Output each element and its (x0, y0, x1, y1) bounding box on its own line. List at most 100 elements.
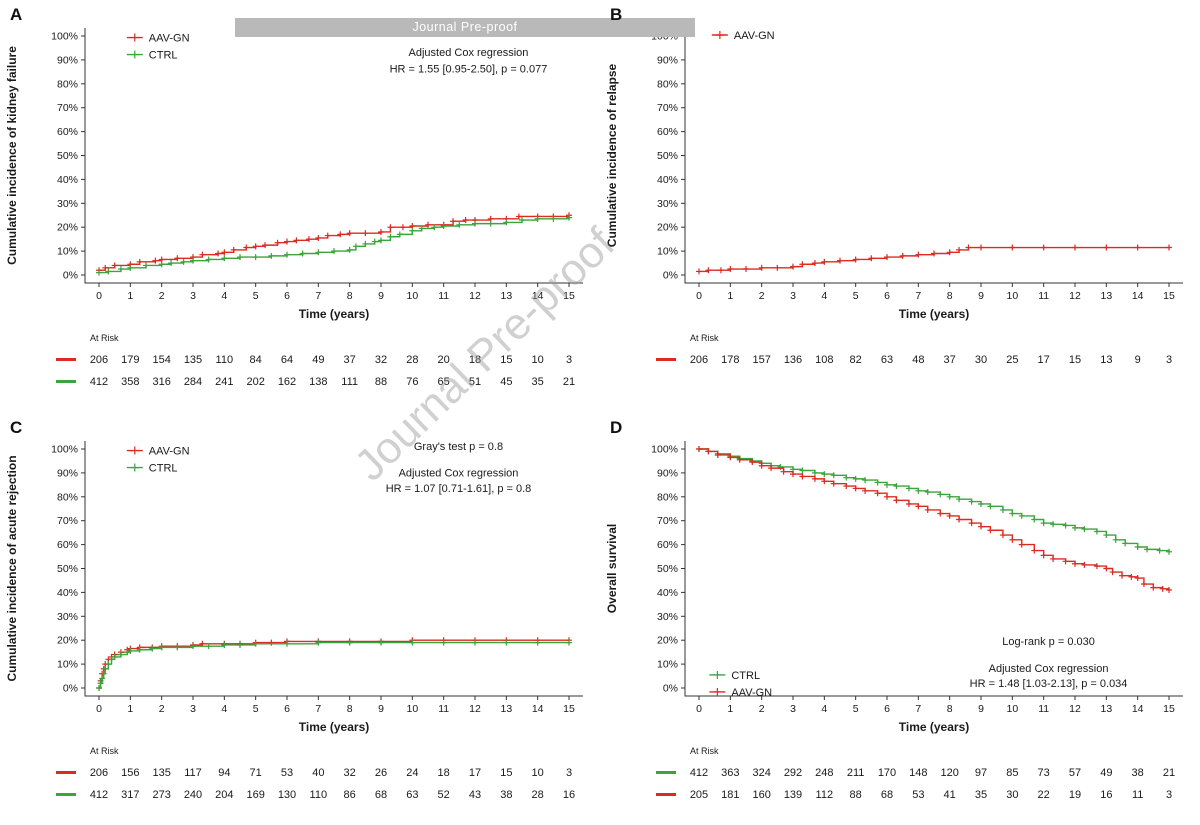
svg-text:100%: 100% (651, 444, 678, 456)
svg-text:20%: 20% (657, 635, 678, 647)
svg-text:11: 11 (438, 290, 449, 302)
svg-text:162: 162 (278, 376, 296, 388)
svg-text:Adjusted Cox regression: Adjusted Cox regression (989, 663, 1109, 675)
svg-text:10%: 10% (57, 659, 78, 671)
svg-text:18: 18 (438, 767, 450, 779)
svg-text:50%: 50% (657, 150, 678, 162)
svg-text:21: 21 (1163, 767, 1175, 779)
svg-text:50%: 50% (57, 150, 78, 162)
svg-text:88: 88 (375, 376, 387, 388)
svg-text:71: 71 (250, 767, 262, 779)
svg-text:6: 6 (884, 290, 890, 302)
svg-text:358: 358 (121, 376, 139, 388)
svg-text:41: 41 (944, 789, 956, 801)
svg-text:11: 11 (1038, 703, 1049, 715)
svg-text:100%: 100% (51, 31, 78, 43)
svg-text:412: 412 (90, 789, 108, 801)
svg-text:45: 45 (500, 376, 512, 388)
svg-text:4: 4 (221, 703, 227, 715)
svg-text:40%: 40% (657, 587, 678, 599)
svg-text:18: 18 (469, 354, 481, 366)
svg-text:12: 12 (469, 703, 481, 715)
acute-rejection-chart: 0%10%20%30%40%50%60%70%80%90%100%0 1 2 3 4 5 6… (5, 441, 583, 801)
panel-b: 0%10%20%30%40%50%60%70%80%90%100%0123456… (600, 0, 1200, 412)
svg-text:110: 110 (310, 789, 328, 801)
svg-text:53: 53 (912, 789, 924, 801)
svg-text:60%: 60% (57, 539, 78, 551)
svg-text:5: 5 (253, 290, 259, 302)
svg-text:Time (years): Time (years) (299, 307, 369, 321)
svg-text:40%: 40% (57, 174, 78, 186)
svg-text:90%: 90% (657, 467, 678, 479)
svg-text:65: 65 (438, 376, 450, 388)
svg-text:19: 19 (1069, 789, 1081, 801)
svg-text:Adjusted Cox regression: Adjusted Cox regression (409, 47, 529, 59)
svg-text:156: 156 (121, 767, 139, 779)
svg-text:412: 412 (690, 767, 708, 779)
svg-text:CTRL: CTRL (149, 50, 178, 62)
svg-text:211: 211 (847, 767, 865, 779)
svg-text:80%: 80% (657, 78, 678, 90)
svg-text:30: 30 (975, 354, 987, 366)
svg-text:6: 6 (284, 290, 290, 302)
svg-text:63: 63 (406, 789, 418, 801)
svg-text:97: 97 (975, 767, 987, 779)
svg-text:70%: 70% (657, 102, 678, 114)
svg-text:3: 3 (790, 703, 796, 715)
svg-text:Cumulative incidence of relaps: Cumulative incidence of relapse (605, 63, 619, 247)
svg-text:3: 3 (566, 767, 572, 779)
svg-text:13: 13 (500, 703, 512, 715)
svg-text:15: 15 (1069, 354, 1081, 366)
svg-text:3: 3 (566, 354, 572, 366)
svg-text:60%: 60% (657, 539, 678, 551)
svg-text:AAV-GN: AAV-GN (734, 30, 775, 42)
svg-text:40%: 40% (57, 587, 78, 599)
svg-text:At Risk: At Risk (690, 746, 719, 756)
svg-text:90%: 90% (57, 54, 78, 66)
svg-text:Cumulative incidence of kidney: Cumulative incidence of kidney failure (5, 46, 19, 265)
svg-text:AAV-GN: AAV-GN (149, 33, 190, 45)
svg-text:40: 40 (312, 767, 324, 779)
svg-text:28: 28 (532, 789, 544, 801)
svg-text:Log-rank p = 0.030: Log-rank p = 0.030 (1002, 636, 1095, 648)
svg-text:68: 68 (881, 789, 893, 801)
svg-text:14: 14 (532, 703, 544, 715)
svg-text:50%: 50% (657, 563, 678, 575)
svg-text:1: 1 (127, 703, 133, 715)
svg-text:51: 51 (469, 376, 481, 388)
svg-text:412: 412 (90, 376, 108, 388)
svg-text:38: 38 (1132, 767, 1144, 779)
svg-text:108: 108 (815, 354, 833, 366)
svg-text:138: 138 (309, 376, 327, 388)
svg-text:57: 57 (1069, 767, 1081, 779)
svg-text:80%: 80% (57, 78, 78, 90)
panel-c: 0% 10% 20% 30% 40% 50% 60% 70% 80% 90% 100% 0 1 2 3 4 5 6… (0, 413, 600, 825)
svg-text:Time (years): Time (years) (899, 720, 969, 734)
panel-label-c: C (10, 418, 23, 437)
svg-text:240: 240 (184, 789, 202, 801)
svg-text:At Risk: At Risk (90, 746, 119, 756)
svg-text:15: 15 (1163, 703, 1175, 715)
svg-text:110: 110 (216, 354, 234, 366)
svg-text:80%: 80% (57, 491, 78, 503)
svg-text:0: 0 (96, 703, 102, 715)
svg-text:4: 4 (821, 703, 827, 715)
relapse-chart: 0%10%20%30%40%50%60%70%80%90%100%0123456… (605, 28, 1183, 366)
svg-text:20%: 20% (657, 222, 678, 234)
svg-text:1: 1 (127, 290, 133, 302)
svg-text:10: 10 (532, 354, 544, 366)
svg-text:14: 14 (532, 290, 544, 302)
svg-text:157: 157 (752, 354, 770, 366)
svg-text:70%: 70% (657, 515, 678, 527)
svg-text:136: 136 (784, 354, 802, 366)
svg-text:32: 32 (375, 354, 387, 366)
svg-text:15: 15 (1163, 290, 1175, 302)
svg-text:32: 32 (344, 767, 356, 779)
svg-text:9: 9 (978, 290, 984, 302)
svg-text:0%: 0% (63, 270, 78, 282)
svg-text:37: 37 (944, 354, 956, 366)
svg-text:10%: 10% (57, 246, 78, 258)
svg-text:64: 64 (281, 354, 293, 366)
svg-text:3: 3 (790, 290, 796, 302)
svg-text:9: 9 (978, 703, 984, 715)
